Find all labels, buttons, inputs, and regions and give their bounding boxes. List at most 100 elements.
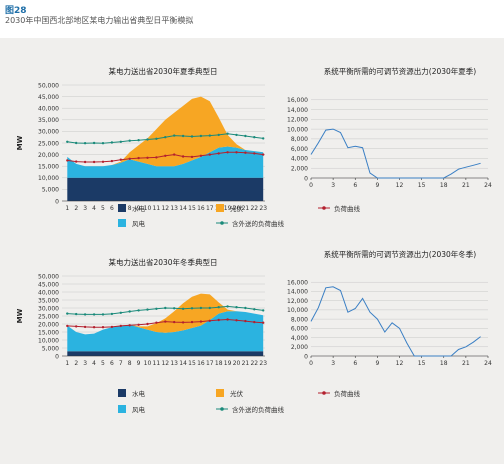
x-tick-label: 2	[74, 360, 78, 367]
load_export-point	[208, 306, 211, 310]
load-point	[75, 160, 78, 163]
x-tick-label: 5	[101, 360, 105, 367]
x-tick-label: 1	[65, 205, 69, 212]
load_export-point	[101, 142, 105, 145]
x-tick-label: 10	[144, 360, 152, 367]
y-tick-label: 5,000	[42, 187, 59, 194]
load_export-point	[208, 134, 211, 137]
y-tick-label: 25,000	[38, 313, 59, 320]
load-point	[208, 319, 211, 322]
x-tick-label: 12	[161, 360, 169, 367]
load_export-point	[75, 141, 78, 145]
load-point	[155, 321, 158, 324]
load_export-point	[262, 137, 265, 140]
load-point	[119, 158, 123, 161]
x-tick-label: 9	[375, 360, 379, 367]
load_export-point	[235, 133, 238, 137]
load_export-point	[190, 135, 194, 138]
y-tick-label: 10,000	[38, 175, 59, 182]
x-tick-label: 6	[110, 360, 114, 367]
x-tick-label: 21	[462, 182, 470, 189]
load_export-point	[235, 306, 238, 309]
load_export-point	[101, 313, 105, 316]
x-tick-label: 5	[101, 205, 105, 212]
x-tick-label: 17	[206, 360, 214, 367]
load-point	[92, 326, 96, 329]
x-tick-label: 19	[224, 360, 232, 367]
y-tick-label: 16,000	[287, 280, 308, 287]
wind-legend-label: 风电	[132, 219, 146, 228]
x-tick-label: 4	[92, 360, 96, 367]
load-point	[75, 325, 78, 328]
solar-legend-label: 光伏	[230, 204, 244, 213]
load_export-point	[164, 306, 167, 310]
y-tick-label: 20,000	[38, 321, 59, 328]
y-tick-label: 10,000	[38, 337, 59, 344]
y-tick-label: 12,000	[287, 298, 308, 305]
x-tick-label: 4	[92, 205, 96, 212]
charts-canvas: 某电力送出省2030年夏季典型日MW05,00010,00015,00020,0…	[16, 66, 492, 414]
x-tick-label: 15	[188, 360, 196, 367]
x-tick-label: 6	[353, 360, 357, 367]
y-tick-label: 15,000	[38, 329, 59, 336]
load-point	[208, 153, 211, 156]
y-tick-label: 0	[55, 198, 59, 205]
load-point	[164, 154, 167, 157]
load-point	[262, 321, 265, 324]
x-tick-label: 12	[161, 205, 169, 212]
x-tick-label: 13	[170, 360, 178, 367]
x-tick-label: 6	[353, 182, 357, 189]
load-point	[262, 153, 265, 156]
x-tick-label: 6	[110, 205, 114, 212]
y-tick-label: 12,000	[287, 117, 308, 124]
load_export-legend-label: 含外送的负荷曲线	[232, 405, 285, 414]
y-tick-label: 20,000	[38, 152, 59, 159]
load_export-point	[173, 307, 176, 310]
x-tick-label: 9	[137, 205, 141, 212]
y-tick-label: 5,000	[42, 345, 59, 352]
y-tick-label: 35,000	[38, 117, 59, 124]
load-point	[66, 324, 69, 328]
x-tick-label: 15	[418, 360, 426, 367]
chart-title: 某电力送出省2030年夏季典型日	[108, 66, 217, 76]
x-tick-label: 14	[179, 360, 187, 367]
load_export-point	[173, 134, 176, 137]
load_export-point	[155, 137, 158, 140]
load-point	[146, 322, 149, 326]
load_export-point	[110, 141, 114, 144]
x-tick-label: 0	[309, 182, 313, 189]
solar-area	[67, 96, 264, 167]
load-legend-label: 负荷曲线	[334, 389, 361, 398]
load_export-point	[137, 139, 140, 142]
load-point	[235, 151, 238, 154]
y-tick-label: 16,000	[287, 97, 308, 104]
y-tick-label: 10,000	[287, 307, 308, 314]
load-point	[83, 325, 87, 329]
load_export-point	[226, 305, 229, 308]
load_export-point	[137, 309, 140, 312]
x-tick-label: 17	[206, 205, 214, 212]
chart-title: 某电力送出省2030年冬季典型日	[108, 257, 217, 267]
load-legend-label: 负荷曲线	[334, 204, 361, 213]
solar-area	[67, 293, 264, 335]
wind-legend-swatch	[118, 405, 126, 413]
y-tick-label: 0	[55, 353, 59, 360]
solar-legend-label: 光伏	[230, 389, 244, 398]
load-legend-marker	[322, 206, 326, 210]
load-point	[155, 156, 158, 159]
y-tick-label: 10,000	[287, 126, 308, 133]
load_export-point	[128, 310, 131, 313]
x-tick-label: 21	[242, 205, 250, 212]
x-tick-label: 3	[331, 182, 335, 189]
load-point	[119, 324, 123, 328]
solar-legend-swatch	[216, 389, 224, 397]
y-tick-label: 50,000	[38, 82, 59, 89]
solar-legend-swatch	[216, 204, 224, 212]
load-point	[226, 318, 229, 321]
load_export-point	[253, 136, 256, 139]
load_export-point	[199, 306, 203, 310]
x-tick-label: 21	[462, 360, 470, 367]
load_export-point	[217, 306, 220, 309]
load_export-point	[217, 133, 220, 137]
load_export-point	[83, 142, 87, 145]
